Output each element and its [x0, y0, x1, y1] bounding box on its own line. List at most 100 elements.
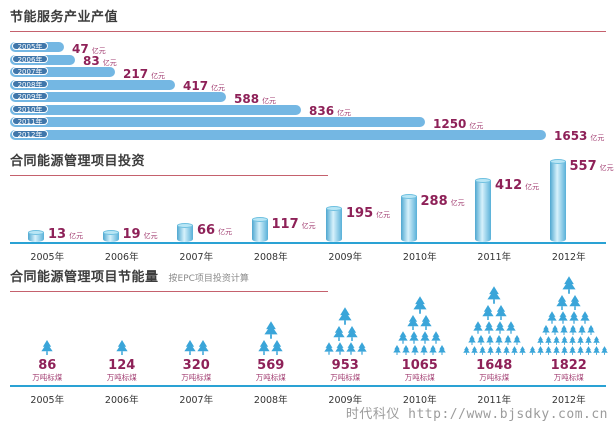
- bar-row: 2005年 47 亿元: [10, 41, 606, 56]
- section3-subtitle: 按EPC项目投资计算: [168, 274, 249, 284]
- cylinder-chart: 13 亿元 19 亿元 66 亿元 117 亿元 195 亿元 288 亿元 412 亿元 557 亿元: [10, 159, 614, 242]
- tree-row: [547, 311, 590, 324]
- value-label: 417 亿元: [183, 79, 226, 94]
- section2-divider: [10, 175, 328, 176]
- tree-icon: [578, 325, 586, 335]
- value-label: 557 亿元: [569, 159, 614, 174]
- tree-icon: [580, 311, 590, 324]
- section1-divider: [10, 31, 606, 32]
- tree-row: [264, 321, 278, 339]
- tree-row: [562, 276, 576, 294]
- tree-column: 1648 万吨标煤: [457, 285, 532, 385]
- tree-icon: [577, 336, 585, 345]
- value-label: 66 亿元: [197, 223, 233, 238]
- tree-row: [41, 340, 53, 355]
- value-label: 953: [331, 358, 359, 373]
- value-label: 217 亿元: [123, 66, 166, 81]
- tree-icon: [495, 321, 505, 334]
- cylinder-column: 19 亿元: [85, 178, 160, 242]
- section3-axis-line: [10, 385, 606, 387]
- tree-icon: [413, 296, 427, 314]
- tree-row: [537, 336, 601, 345]
- year-label: 2005年: [30, 252, 65, 263]
- year-pill: 2006年: [12, 54, 48, 64]
- tree-icon: [335, 342, 345, 355]
- watermark: 时代科仪 http://www.bjsdky.com.cn: [346, 403, 608, 422]
- tree-icon: [587, 325, 595, 335]
- tree-icon: [357, 342, 367, 355]
- tree-icon: [504, 335, 512, 345]
- value-label: 1250 亿元: [433, 116, 484, 131]
- tree-column: 1822 万吨标煤: [529, 275, 609, 385]
- year-label: 2011年: [477, 252, 512, 263]
- tree-column: 569 万吨标煤: [234, 320, 309, 385]
- tree-row: [542, 325, 595, 335]
- tree-icon: [438, 345, 446, 355]
- tree-icon: [486, 335, 494, 345]
- value-bar: 2006年: [10, 54, 75, 65]
- tree-row: [462, 346, 526, 355]
- cylinder-column: 195 亿元: [308, 178, 390, 242]
- tree-icon: [494, 346, 502, 355]
- tree-row: [473, 321, 516, 334]
- cylinder-column: 117 亿元: [234, 178, 316, 242]
- tree-icon: [529, 346, 537, 355]
- tree-row: [529, 346, 609, 355]
- tree-icon: [569, 325, 577, 335]
- bar-row: 2008年 417 亿元: [10, 79, 606, 93]
- tree-icon: [407, 315, 419, 330]
- value-label: 569: [257, 358, 285, 373]
- tree-icon: [462, 346, 470, 355]
- tree-icon: [482, 305, 494, 320]
- value-bar: 2012年: [10, 129, 546, 140]
- section3-year-axis: 2005年 2006年 2007年 2008年 2009年 2010年 2011年 2012年: [10, 387, 606, 406]
- value-label: 13 亿元: [48, 227, 84, 242]
- year-pill: 2007年: [12, 67, 48, 76]
- tree-icon: [346, 342, 356, 355]
- tree-icon: [537, 346, 545, 355]
- year-pill: 2010年: [12, 104, 48, 114]
- tree-icon: [518, 346, 526, 355]
- section1-title: 节能服务产业产值: [10, 10, 119, 25]
- tree-icon: [495, 305, 507, 320]
- tree-icon: [545, 346, 553, 355]
- cylinder-column: 557 亿元: [532, 159, 614, 242]
- unit-label: 万吨标煤: [181, 373, 212, 382]
- tree-icon: [542, 325, 550, 335]
- value-label: 124: [108, 358, 136, 373]
- year-label: 2012年: [551, 252, 586, 263]
- year-label: 2011年: [477, 395, 512, 406]
- tree-icon: [560, 325, 568, 335]
- unit-label: 万吨标煤: [32, 373, 63, 382]
- year-label: 2010年: [402, 252, 437, 263]
- tree-icon: [398, 331, 408, 344]
- bar-row: 2010年 836 亿元: [10, 104, 606, 118]
- tree-icon: [569, 295, 581, 310]
- cylinder-column: 288 亿元: [383, 178, 465, 242]
- bar-row: 2007年 217 亿元: [10, 66, 606, 81]
- value-label: 1822: [550, 358, 587, 373]
- tree-row: [333, 326, 358, 341]
- tree-icon: [537, 336, 545, 345]
- tree-icon: [601, 346, 609, 355]
- value-label: 320: [182, 358, 210, 373]
- watermark-url: http://www.bjsdky.com.cn: [408, 407, 608, 422]
- value-label: 47 亿元: [72, 41, 106, 56]
- tree-icon: [569, 336, 577, 345]
- value-label: 1653 亿元: [554, 129, 605, 144]
- cylinder-bar: [549, 159, 566, 242]
- cylinder-bar: [475, 178, 491, 242]
- tree-row: [413, 296, 427, 314]
- unit-label: 万吨标煤: [404, 373, 435, 382]
- tree-icon: [577, 346, 585, 355]
- tree-icon: [411, 345, 419, 355]
- tree-icon: [561, 336, 569, 345]
- hbar-chart: 2005年 47 亿元 2006年 83 亿元 2007年 217 亿元 2008年 417 亿元 20…: [10, 41, 606, 144]
- tree-icon: [502, 346, 510, 355]
- unit-label: 万吨标煤: [106, 373, 137, 382]
- year-label: 2009年: [328, 395, 363, 406]
- tree-icon: [593, 336, 601, 345]
- tree-icon: [477, 335, 485, 345]
- tree-row: [258, 340, 283, 355]
